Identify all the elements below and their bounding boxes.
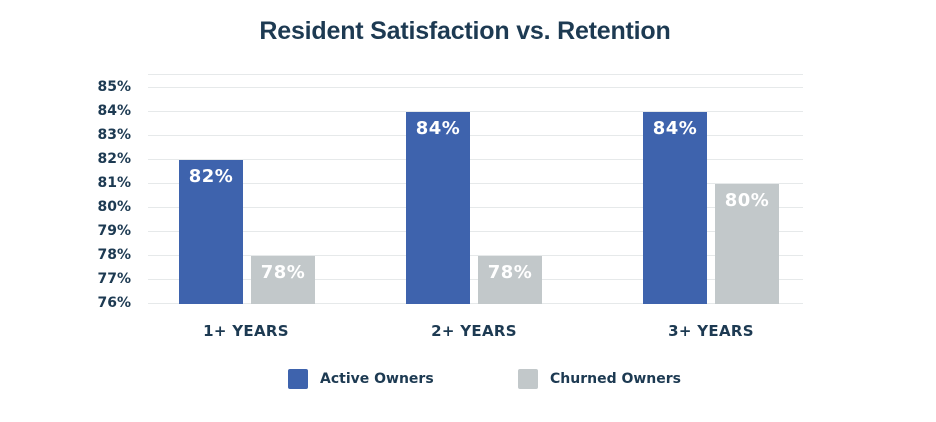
- chart-title: Resident Satisfaction vs. Retention: [259, 17, 671, 45]
- gridline-82: [148, 159, 803, 160]
- y-tick-label-81: 81%: [97, 175, 131, 191]
- y-tick-label-83: 83%: [97, 127, 131, 143]
- bar-churned-owners-3-years: 80%: [715, 184, 779, 304]
- bar-value-label: 82%: [188, 166, 234, 187]
- bar-value-label: 78%: [487, 262, 533, 283]
- gridline-81: [148, 183, 803, 184]
- plot-area: 82% 84% 84% 78% 78% 80%: [148, 74, 803, 304]
- y-tick-label-79: 79%: [97, 223, 131, 239]
- x-axis-label-2-years: 2+ YEARS: [431, 322, 517, 340]
- gridline-84: [148, 111, 803, 112]
- x-axis-label-1-years: 1+ YEARS: [203, 322, 289, 340]
- legend-swatch-active-owners: [288, 369, 308, 389]
- y-tick-label-85: 85%: [97, 79, 131, 95]
- gridline-77: [148, 279, 803, 280]
- legend-label-active-owners: Active Owners: [320, 371, 434, 387]
- gridline-83: [148, 135, 803, 136]
- gridline-76: [148, 303, 803, 304]
- legend-item-active-owners: Active Owners: [288, 369, 434, 389]
- legend-label-churned-owners: Churned Owners: [550, 371, 682, 387]
- gridline-78: [148, 255, 803, 256]
- gridline-80: [148, 207, 803, 208]
- y-axis: 85% 84% 83% 82% 81% 80% 79% 78% 77% 76%: [0, 74, 131, 311]
- gridline-85: [148, 87, 803, 88]
- legend-swatch-churned-owners: [518, 369, 538, 389]
- bar-value-label: 78%: [260, 262, 306, 283]
- legend-item-churned-owners: Churned Owners: [518, 369, 681, 389]
- x-axis-label-3-years: 3+ YEARS: [668, 322, 754, 340]
- gridline-79: [148, 231, 803, 232]
- bar-churned-owners-1-years: 78%: [251, 256, 315, 304]
- bar-active-owners-1-years: 82%: [179, 160, 243, 304]
- bar-value-label: 80%: [724, 190, 770, 211]
- bar-active-owners-3-years: 84%: [643, 112, 707, 304]
- y-tick-label-84: 84%: [97, 103, 131, 119]
- bar-value-label: 84%: [652, 118, 698, 139]
- y-tick-label-76: 76%: [97, 295, 131, 311]
- bar-value-label: 84%: [415, 118, 461, 139]
- y-tick-label-82: 82%: [97, 151, 131, 167]
- bar-churned-owners-2-years: 78%: [478, 256, 542, 304]
- bar-active-owners-2-years: 84%: [406, 112, 470, 304]
- y-tick-label-77: 77%: [97, 271, 131, 287]
- y-tick-label-80: 80%: [97, 199, 131, 215]
- y-tick-label-78: 78%: [97, 247, 131, 263]
